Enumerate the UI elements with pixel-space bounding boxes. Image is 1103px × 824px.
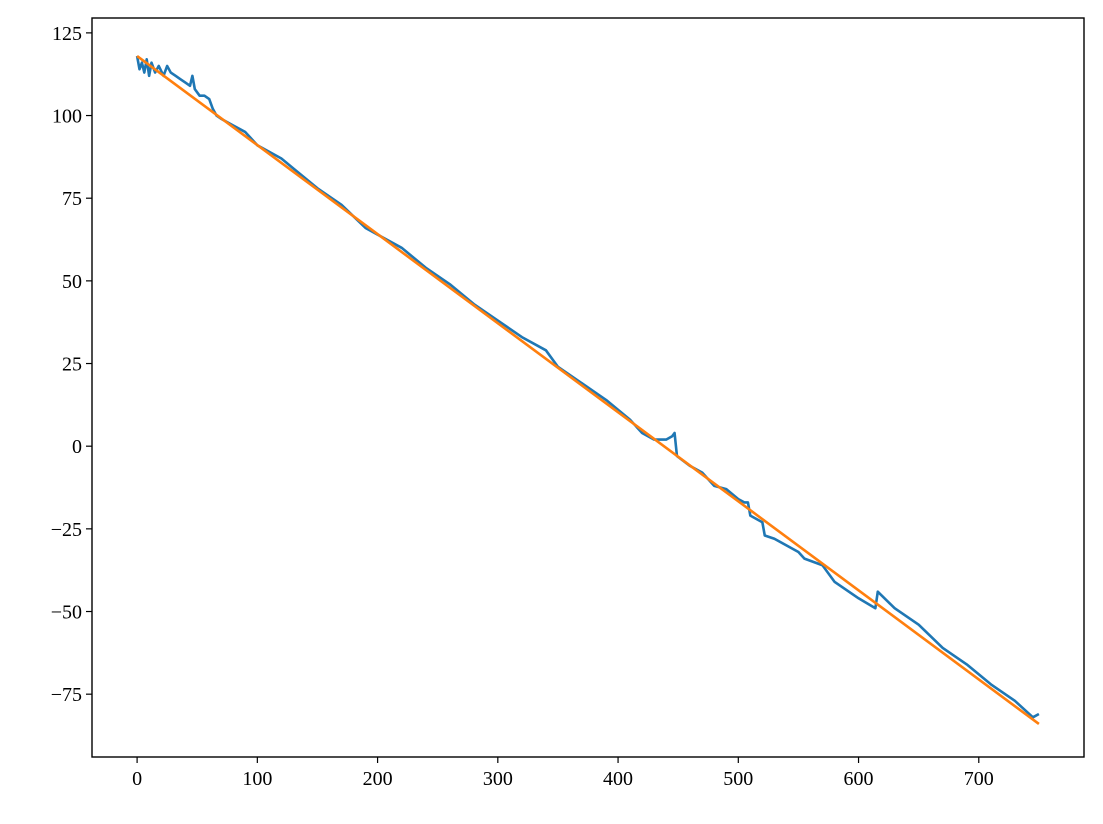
y-tick-label: −75 — [51, 684, 82, 706]
y-tick-label: 25 — [62, 354, 82, 376]
y-tick-label: 100 — [52, 106, 82, 128]
x-tick-label: 300 — [483, 768, 513, 790]
y-tick-label: −50 — [51, 602, 82, 624]
y-tick-label: −25 — [51, 519, 82, 541]
data-line — [136, 54, 1040, 725]
x-tick-label: 600 — [844, 768, 874, 790]
y-tick-label: 0 — [72, 436, 82, 458]
plot-frame — [91, 17, 1085, 758]
y-tick-label: 125 — [52, 23, 82, 45]
x-tick-label: 400 — [603, 768, 633, 790]
x-tick-label: 0 — [132, 768, 142, 790]
y-tick-label: 50 — [62, 271, 82, 293]
x-tick-label: 700 — [964, 768, 994, 790]
data-line — [135, 55, 1040, 719]
x-tick-label: 500 — [723, 768, 753, 790]
x-tick-label: 100 — [242, 768, 272, 790]
x-tick-label: 200 — [363, 768, 393, 790]
y-tick-label: 75 — [62, 188, 82, 210]
